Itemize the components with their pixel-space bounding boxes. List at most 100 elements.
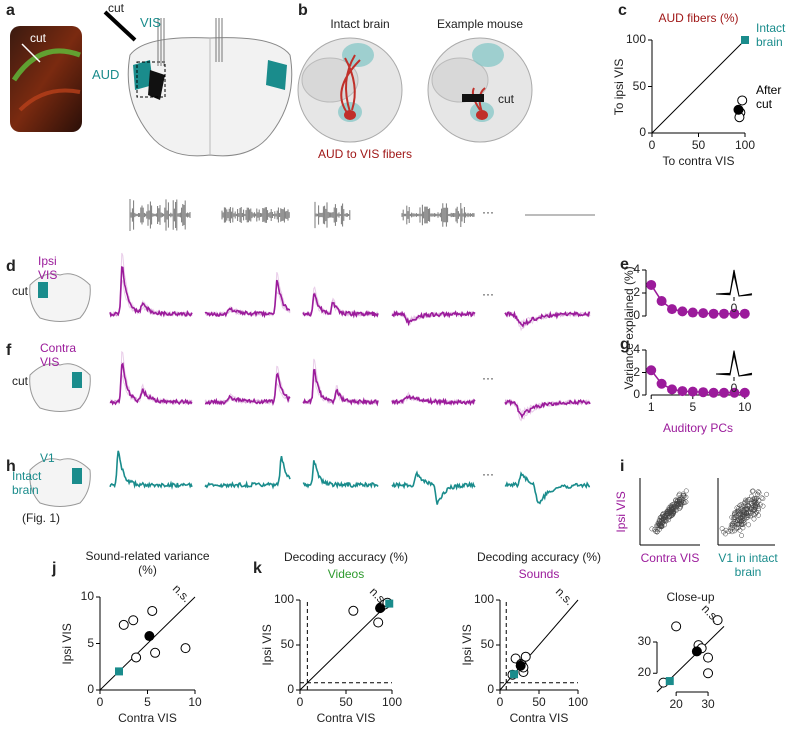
- y-tick-label: 0: [633, 387, 640, 401]
- data-point: [667, 384, 677, 395]
- area-label: VIS: [140, 15, 161, 30]
- cloud-point: [760, 496, 766, 502]
- y-tick-label: 100: [625, 32, 646, 46]
- x-tick-label: 0: [296, 695, 304, 709]
- cloud-point: [755, 491, 761, 497]
- cut-label: cut: [108, 1, 125, 15]
- cut-label: cut: [12, 284, 29, 298]
- data-point: [373, 617, 384, 628]
- x-axis-label: To contra VIS: [662, 154, 735, 168]
- panel-letter: d: [6, 258, 16, 275]
- ellipsis: ···: [482, 467, 494, 481]
- y-tick-label: 5: [87, 635, 94, 650]
- data-point: [385, 599, 394, 608]
- data-point: [741, 36, 749, 44]
- ellipsis: ···: [482, 287, 494, 301]
- cut-label: cut: [12, 374, 29, 388]
- data-point: [671, 621, 682, 632]
- row-label: Contra VIS: [40, 341, 77, 369]
- y-tick-label: 50: [480, 637, 494, 651]
- inset-waveform: [715, 269, 753, 297]
- data-point: [687, 386, 698, 397]
- cloud-point: [756, 512, 761, 518]
- x-axis-label: Contra VIS: [316, 711, 376, 725]
- cloud-point: [731, 517, 737, 523]
- chart-title: AUD fibers (%): [658, 11, 739, 25]
- cloud-point: [742, 499, 748, 505]
- cloud-point: [726, 529, 732, 535]
- panel-letter: f: [6, 342, 12, 359]
- x-tick-label: 0: [496, 695, 504, 709]
- cloud-point: [649, 526, 655, 532]
- legend-label: After cut: [756, 83, 782, 111]
- sound-waveform: [314, 201, 351, 229]
- y-tick-label: 20: [637, 665, 651, 680]
- cloud-point: [754, 495, 760, 501]
- cloud-point: [748, 513, 754, 519]
- neural-trace: [504, 471, 591, 505]
- neural-trace: [204, 372, 291, 407]
- x-tick-label: 50: [691, 138, 706, 152]
- cloud-point: [759, 495, 765, 501]
- neural-trace: [302, 460, 379, 490]
- cloud-point: [745, 512, 751, 518]
- panel-letter: j: [52, 560, 57, 577]
- data-point: [147, 605, 158, 616]
- cloud-point: [738, 506, 744, 512]
- x-tick-label: 30: [701, 697, 715, 711]
- sound-waveform: [129, 199, 191, 231]
- row-label: V1: [40, 451, 55, 465]
- fibers-label: AUD to VIS fibers: [317, 147, 413, 161]
- data-point: [348, 605, 359, 616]
- cloud-point: [728, 525, 734, 531]
- data-point: [737, 95, 748, 106]
- ellipsis: ···: [482, 205, 494, 219]
- panel-letter: g: [620, 336, 630, 353]
- cloud-point: [722, 531, 728, 537]
- cloud-point: [723, 527, 729, 533]
- x-tick-label: 10: [188, 695, 202, 709]
- cloud-point: [744, 510, 749, 515]
- cloud-point: [669, 512, 675, 518]
- cloud-point: [721, 529, 727, 535]
- cloud-point: [743, 497, 748, 503]
- panel-letter: h: [6, 458, 16, 475]
- cloud-point: [746, 522, 752, 528]
- y-axis-label: Ipsi VIS: [614, 491, 629, 533]
- neural-trace: [109, 362, 193, 406]
- y-tick-label: 10: [80, 589, 94, 603]
- data-point: [510, 670, 519, 679]
- x-tick-label: 100: [567, 695, 589, 709]
- cloud-point: [654, 529, 660, 535]
- data-point: [703, 652, 714, 663]
- y-tick-label: 50: [280, 637, 294, 651]
- cloud-point: [737, 503, 743, 508]
- neural-trace: [302, 293, 379, 319]
- neural-trace: [504, 398, 591, 420]
- y-tick-label: 50: [632, 78, 646, 93]
- panel-letter: k: [253, 560, 262, 577]
- brain-title: Intact brain: [330, 17, 390, 31]
- cloud-point: [754, 500, 760, 506]
- neural-trace: [109, 450, 193, 490]
- neural-trace: [302, 377, 379, 406]
- neural-trace: [391, 470, 476, 505]
- data-point: [719, 387, 729, 398]
- data-point: [691, 646, 702, 657]
- inset-waveform: [715, 350, 753, 377]
- cloud-point: [683, 488, 689, 494]
- data-point: [687, 307, 698, 318]
- cloud-point: [757, 502, 763, 508]
- data-point: [520, 651, 531, 662]
- x-tick-label: 100: [734, 138, 756, 152]
- cloud-point: [659, 524, 665, 530]
- electrodes: [157, 18, 223, 66]
- data-point: [118, 619, 129, 630]
- data-point: [646, 365, 657, 376]
- row-label: Ipsi VIS: [38, 254, 58, 282]
- x-tick-label: 20: [669, 697, 683, 711]
- cloud-point: [756, 490, 762, 496]
- brain-title: Example mouse: [436, 17, 524, 31]
- x-tick-label: 5: [689, 400, 697, 414]
